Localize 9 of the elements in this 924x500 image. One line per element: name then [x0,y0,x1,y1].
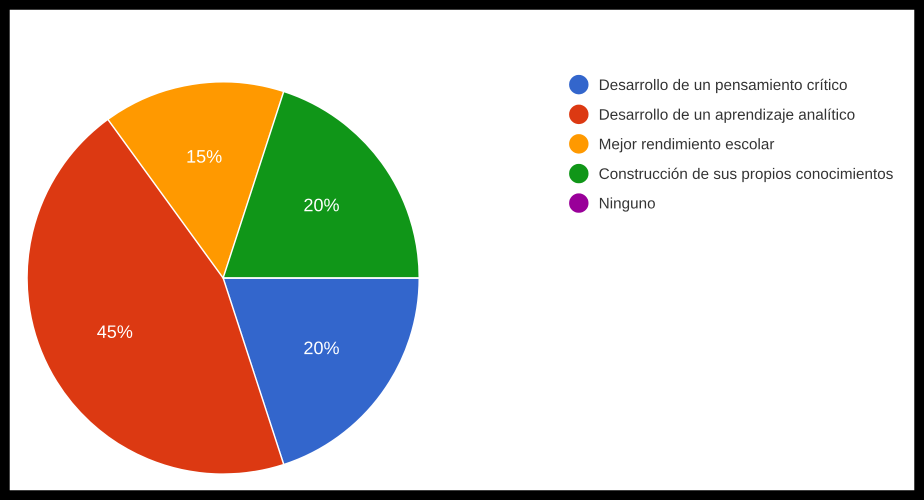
legend-label: Ninguno [600,197,655,212]
legend-label: Construcción de sus propios conocimientos [599,168,893,182]
data-label: 20% [304,198,339,212]
legend-label: Mejor rendimiento escolar [600,138,774,152]
data-label: 15% [187,150,222,163]
legend-label: Desarrollo de un aprendizaje analítico [600,108,855,123]
legend-label: Desarrollo de un pensamiento crítico [600,78,847,94]
data-label: 45% [97,325,132,338]
data-label: 20% [304,342,339,354]
